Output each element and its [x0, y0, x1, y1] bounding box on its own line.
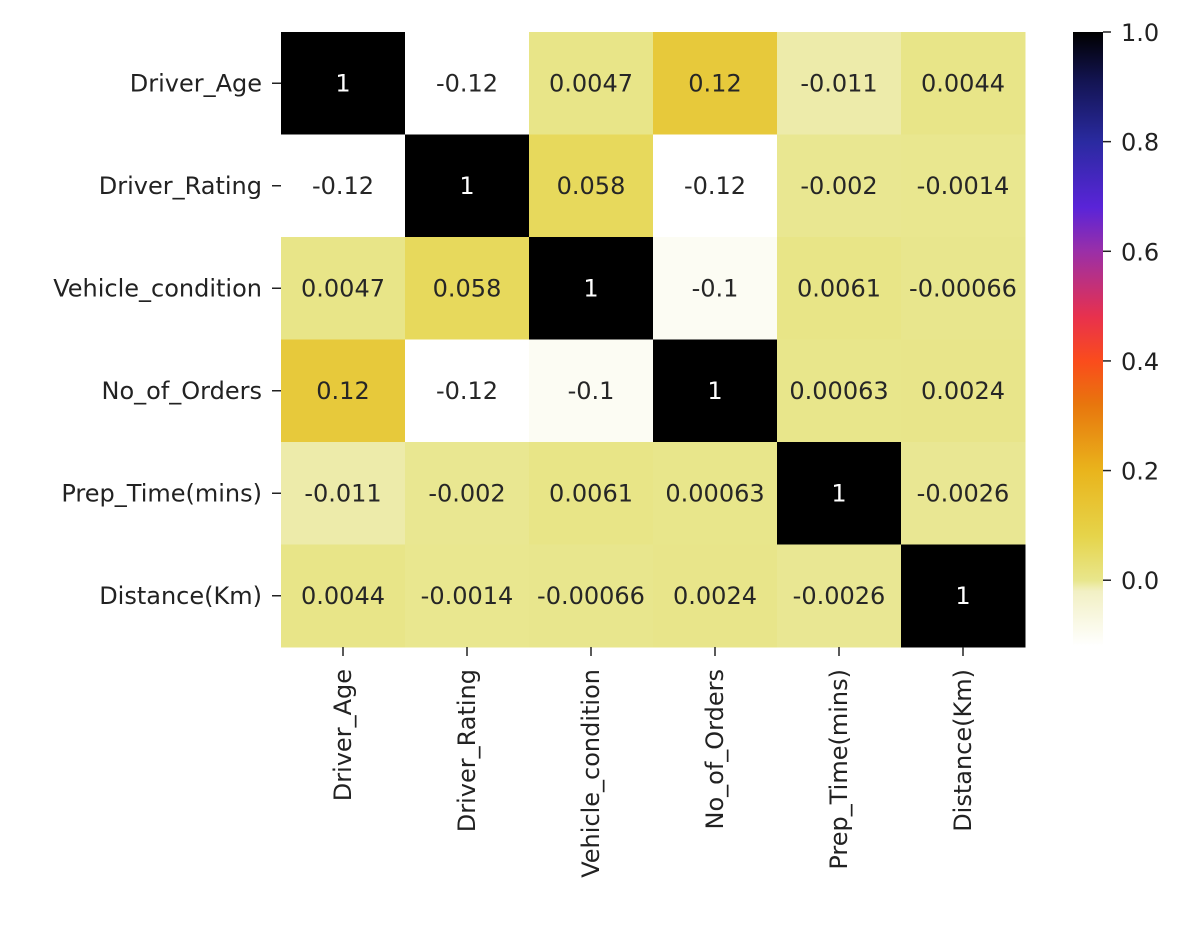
heatmap-cell — [653, 32, 778, 135]
heatmap-cells — [281, 32, 1026, 648]
heatmap-cell — [653, 237, 778, 340]
cell-value-label: 0.0024 — [921, 377, 1005, 405]
heatmap-cell — [901, 544, 1026, 648]
colorbar-gradient — [1073, 32, 1103, 646]
heatmap-cell — [405, 32, 530, 135]
heatmap-cell — [777, 237, 902, 340]
heatmap-cell — [901, 237, 1026, 340]
cell-value-label: 0.058 — [433, 274, 502, 302]
cell-value-label: 1 — [707, 377, 722, 405]
heatmap-cell — [405, 237, 530, 340]
cell-value-label: -0.0014 — [421, 582, 514, 610]
heatmap-cell — [405, 544, 530, 648]
y-tick-label: Distance(Km) — [99, 582, 262, 610]
heatmap-cell — [901, 339, 1026, 443]
colorbar-tick-label: 0.8 — [1121, 129, 1159, 157]
y-tick-label: Vehicle_condition — [53, 274, 262, 302]
colorbar-tick-label: 0.4 — [1121, 348, 1159, 376]
cell-value-label: -0.12 — [436, 69, 498, 97]
cell-value-label: -0.002 — [428, 479, 505, 507]
heatmap-cell — [529, 237, 654, 340]
x-tick-label: Vehicle_condition — [577, 669, 605, 878]
cell-value-label: -0.00066 — [909, 274, 1017, 302]
x-tick-label: Prep_Time(mins) — [825, 669, 853, 870]
heatmap-cell — [281, 339, 406, 443]
heatmap-cell — [405, 134, 530, 238]
cell-value-label: -0.011 — [304, 479, 381, 507]
cell-value-label: -0.0026 — [917, 479, 1010, 507]
x-tick-label: Distance(Km) — [949, 669, 977, 832]
colorbar: 0.0 0.2 0.4 0.6 0.8 1.0 — [1073, 19, 1159, 646]
cell-value-label: -0.00066 — [537, 582, 645, 610]
x-tick-label: Driver_Rating — [453, 669, 481, 832]
x-tick-label: No_of_Orders — [701, 669, 729, 829]
heatmap-cell — [901, 134, 1026, 238]
y-axis: Driver_Age Driver_Rating Vehicle_condition… — [53, 69, 281, 610]
cell-value-label: -0.0026 — [793, 582, 886, 610]
heatmap-cell — [281, 32, 406, 135]
heatmap-cell — [777, 544, 902, 648]
cell-value-label: 1 — [335, 69, 350, 97]
cell-value-label: 0.0044 — [301, 582, 385, 610]
cell-value-label: 0.12 — [688, 69, 741, 97]
cell-value-label: 0.00063 — [665, 479, 764, 507]
cell-value-label: 1 — [459, 172, 474, 200]
cell-value-label: 0.0047 — [301, 274, 385, 302]
heatmap-cell-labels: 1 -0.12 0.0047 0.12 -0.011 0.0044 -0.12 1 0.058 -… — [301, 69, 1017, 610]
y-tick-label: Driver_Rating — [99, 172, 262, 200]
cell-value-label: 1 — [583, 274, 598, 302]
y-tick-label: No_of_Orders — [102, 377, 262, 405]
heatmap-cell — [777, 134, 902, 238]
cell-value-label: 0.0047 — [549, 69, 633, 97]
heatmap-cell — [529, 339, 654, 443]
cell-value-label: 0.058 — [557, 172, 626, 200]
heatmap-cell — [529, 544, 654, 648]
heatmap-cell — [529, 134, 654, 238]
heatmap-cell — [653, 442, 778, 545]
cell-value-label: -0.011 — [800, 69, 877, 97]
cell-value-label: -0.1 — [568, 377, 615, 405]
heatmap-cell — [653, 134, 778, 238]
heatmap-cell — [653, 544, 778, 648]
cell-value-label: 1 — [955, 582, 970, 610]
heatmap-cell — [777, 339, 902, 443]
cell-value-label: 0.0061 — [797, 274, 881, 302]
heatmap-cell — [529, 442, 654, 545]
y-tick-label: Driver_Age — [130, 69, 262, 97]
y-tick-label: Prep_Time(mins) — [61, 479, 262, 507]
heatmap-cell — [653, 339, 778, 443]
cell-value-label: 0.0061 — [549, 479, 633, 507]
heatmap-cell — [281, 237, 406, 340]
colorbar-tick-label: 0.2 — [1121, 458, 1159, 486]
cell-value-label: 0.0044 — [921, 69, 1005, 97]
heatmap-cell — [901, 32, 1026, 135]
cell-value-label: 0.12 — [316, 377, 369, 405]
cell-value-label: 0.0024 — [673, 582, 757, 610]
heatmap-cell — [281, 134, 406, 238]
cell-value-label: -0.0014 — [917, 172, 1010, 200]
cell-value-label: 0.00063 — [789, 377, 888, 405]
heatmap-cell — [901, 442, 1026, 545]
cell-value-label: -0.12 — [684, 172, 746, 200]
colorbar-tick-label: 1.0 — [1121, 19, 1159, 47]
heatmap-cell — [777, 442, 902, 545]
heatmap-cell — [777, 32, 902, 135]
cell-value-label: -0.12 — [436, 377, 498, 405]
heatmap-cell — [405, 442, 530, 545]
x-axis: Driver_Age Driver_Rating Vehicle_condition… — [329, 647, 977, 878]
heatmap-cell — [281, 544, 406, 648]
colorbar-tick-label: 0.0 — [1121, 567, 1159, 595]
heatmap-cell — [281, 442, 406, 545]
cell-value-label: -0.002 — [800, 172, 877, 200]
cell-value-label: -0.1 — [692, 274, 739, 302]
x-tick-label: Driver_Age — [329, 669, 357, 801]
cell-value-label: 1 — [831, 479, 846, 507]
heatmap-cell — [529, 32, 654, 135]
cell-value-label: -0.12 — [312, 172, 374, 200]
heatmap-cell — [405, 339, 530, 443]
colorbar-tick-label: 0.6 — [1121, 238, 1159, 266]
